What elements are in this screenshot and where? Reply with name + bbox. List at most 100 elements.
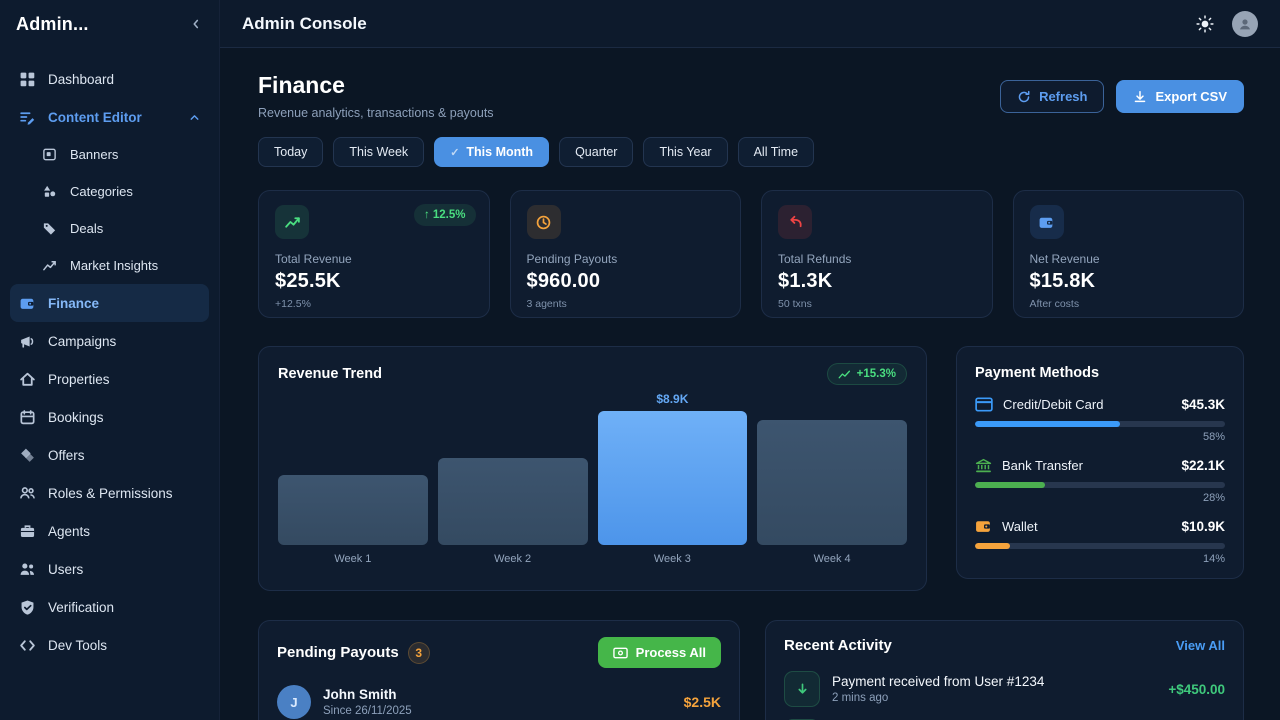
progress-track xyxy=(975,421,1225,427)
trend-badge-label: +15.3% xyxy=(856,368,896,380)
stat-value: $1.3K xyxy=(778,270,833,292)
sidebar-item-finance[interactable]: Finance xyxy=(10,284,209,322)
sidebar-item-bookings[interactable]: Bookings xyxy=(10,398,209,436)
theme-toggle-button[interactable] xyxy=(1196,14,1214,33)
sidebar-item-users[interactable]: Users xyxy=(10,550,209,588)
bar-highlighted xyxy=(597,411,748,545)
stat-label: Net Revenue xyxy=(1029,252,1100,266)
stat-cards: ↑ 12.5% Total Revenue $25.5K +12.5% Pend… xyxy=(258,190,1244,318)
banknote-icon xyxy=(612,647,628,658)
sidebar-item-dashboard[interactable]: Dashboard xyxy=(10,60,209,98)
sidebar-item-agents[interactable]: Agents xyxy=(10,512,209,550)
bar-week-4 xyxy=(757,411,907,545)
payment-method-label: Credit/Debit Card xyxy=(1003,397,1104,412)
sidebar-item-banners[interactable]: Banners xyxy=(10,136,209,173)
sidebar-item-label: Dashboard xyxy=(48,71,115,87)
trend-badge: +15.3% xyxy=(826,363,907,385)
chip-this-month[interactable]: ✓ This Month xyxy=(434,137,550,167)
home-icon xyxy=(18,370,36,388)
app-logo: Admin... xyxy=(16,13,89,34)
stat-card-net-revenue: Net Revenue $15.8K After costs xyxy=(1012,190,1244,318)
export-csv-button[interactable]: Export CSV xyxy=(1116,80,1244,113)
progress-fill xyxy=(975,421,1120,427)
stat-change-badge: ↑ 12.5% xyxy=(413,204,476,226)
sidebar-collapse-button[interactable] xyxy=(189,17,203,31)
wallet-icon xyxy=(1029,205,1064,239)
roles-icon xyxy=(18,484,36,502)
chip-label: All Time xyxy=(753,145,799,159)
chip-all-time[interactable]: All Time xyxy=(737,137,815,167)
panel-title: Recent Activity xyxy=(784,637,892,654)
wallet-icon xyxy=(18,294,36,312)
list-pen-icon xyxy=(18,108,36,126)
category-label: Week 2 xyxy=(494,553,532,565)
payment-method-value: $22.1K xyxy=(1181,458,1225,473)
sidebar-item-content-editor[interactable]: Content Editor xyxy=(10,98,209,136)
trend-up-icon xyxy=(838,370,850,378)
sidebar-item-label: Campaigns xyxy=(48,333,117,349)
user-avatar[interactable] xyxy=(1232,10,1258,37)
middle-row: Revenue Trend +15.3% $8.9K xyxy=(258,346,1244,591)
stat-value: $960.00 xyxy=(526,270,601,292)
chip-quarter[interactable]: Quarter xyxy=(559,137,634,167)
credit-card-icon xyxy=(975,397,993,412)
bar xyxy=(757,420,907,545)
category-label: Week 3 xyxy=(653,553,691,565)
stat-card-pending-payouts: Pending Payouts $960.00 3 agents xyxy=(509,190,741,318)
refresh-label: Refresh xyxy=(1039,89,1088,104)
sidebar-item-label: Dev Tools xyxy=(48,637,108,653)
activity-row[interactable]: Payment received from User #1234 2 mins … xyxy=(784,671,1225,707)
person-icon xyxy=(1240,18,1250,29)
bar-week-2 xyxy=(437,411,588,545)
sidebar-item-roles-permissions[interactable]: Roles & Permissions xyxy=(10,474,209,512)
refresh-button[interactable]: Refresh xyxy=(1000,80,1105,113)
bar-category-labels: Week 1 Week 2 Week 3 Week 4 xyxy=(278,553,907,565)
sidebar-item-campaigns[interactable]: Campaigns xyxy=(10,322,209,360)
payment-method-percent: 28% xyxy=(1202,492,1225,504)
stat-sub: 3 agents xyxy=(526,298,567,310)
payment-method-percent: 14% xyxy=(1202,553,1225,565)
head-actions: Refresh Export CSV xyxy=(1000,80,1244,113)
sidebar-item-market-insights[interactable]: Market Insights xyxy=(10,247,209,284)
clock-icon xyxy=(526,205,561,239)
sidebar-item-offers[interactable]: Offers xyxy=(10,436,209,474)
activity-time: 2 mins ago xyxy=(832,692,889,704)
megaphone-icon xyxy=(18,332,36,350)
progress-track xyxy=(975,543,1225,549)
sidebar-item-verification[interactable]: Verification xyxy=(10,588,209,626)
payment-method-value: $10.9K xyxy=(1181,519,1225,534)
payment-method-label: Bank Transfer xyxy=(1002,458,1083,473)
chip-label: Today xyxy=(274,145,308,159)
sidebar-item-deals[interactable]: Deals xyxy=(10,210,209,247)
download-icon xyxy=(1135,90,1146,102)
pending-payouts-panel: Pending Payouts 3 Process All J John Smi… xyxy=(258,620,740,720)
revenue-trend-panel: Revenue Trend +15.3% $8.9K xyxy=(258,346,927,591)
sidebar-nav: Dashboard Content Editor Banners Categor… xyxy=(0,48,219,676)
topbar-actions xyxy=(1196,10,1258,37)
sidebar-item-properties[interactable]: Properties xyxy=(10,360,209,398)
view-all-link[interactable]: View All xyxy=(1175,638,1225,653)
chip-this-year[interactable]: This Year xyxy=(643,137,728,167)
panel-title: Revenue Trend xyxy=(278,366,382,382)
sidebar: Admin... Dashboard Content Editor Banner… xyxy=(0,0,220,720)
arrow-down-icon xyxy=(784,671,820,707)
payout-row[interactable]: J John Smith Since 26/11/2025 $2.5K xyxy=(277,685,721,719)
sidebar-item-label: Market Insights xyxy=(70,258,159,273)
shield-check-icon xyxy=(18,598,36,616)
stat-card-total-revenue: ↑ 12.5% Total Revenue $25.5K +12.5% xyxy=(258,190,490,318)
chip-label: This Month xyxy=(466,145,534,159)
time-filter-chips: Today This Week ✓ This Month Quarter This… xyxy=(258,137,1244,167)
payment-method-row-card: Credit/Debit Card $45.3K 58% xyxy=(975,397,1225,443)
stat-sub: 50 txns xyxy=(778,298,812,310)
chip-this-week[interactable]: This Week xyxy=(333,137,425,167)
category-label: Week 4 xyxy=(813,553,851,565)
sidebar-item-categories[interactable]: Categories xyxy=(10,173,209,210)
sidebar-item-dev-tools[interactable]: Dev Tools xyxy=(10,626,209,664)
payment-methods-panel: Payment Methods Credit/Debit Card $45.3K… xyxy=(956,346,1244,579)
sidebar-logo-row: Admin... xyxy=(0,0,219,48)
chip-today[interactable]: Today xyxy=(258,137,324,167)
revenue-trend-header: Revenue Trend +15.3% xyxy=(278,363,907,385)
export-csv-label: Export CSV xyxy=(1155,89,1227,104)
process-all-button[interactable]: Process All xyxy=(597,637,721,668)
chip-label: This Week xyxy=(349,145,409,159)
